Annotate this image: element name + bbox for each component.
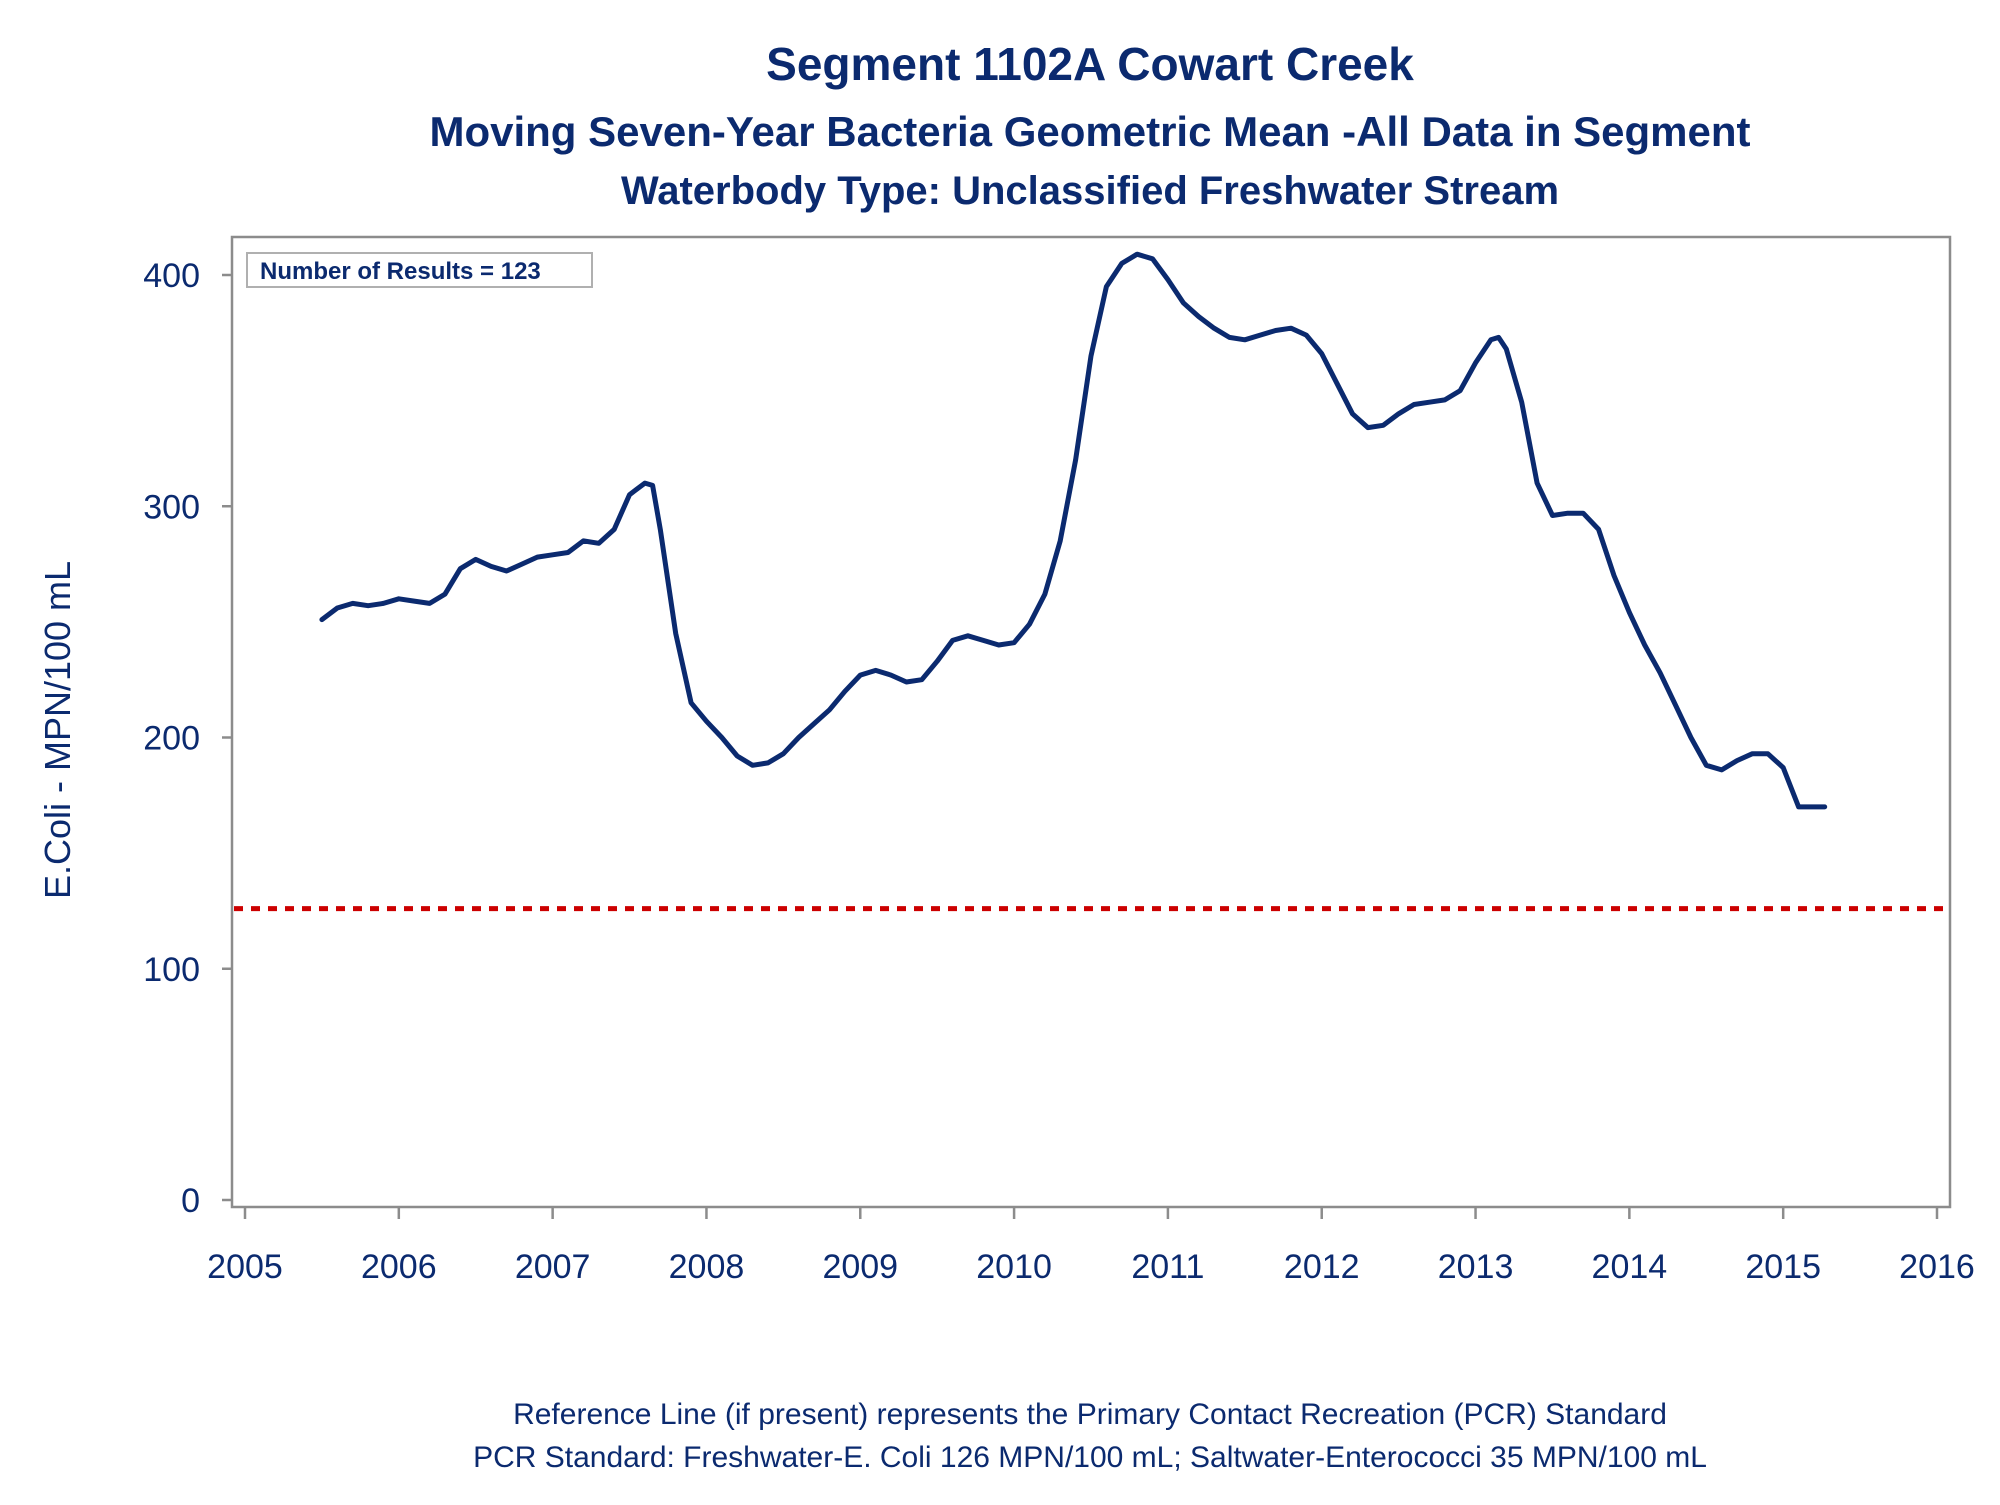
y-axis: 0 100 200 300 400 [143, 257, 232, 1220]
plot-frame [230, 235, 1952, 1209]
y-tick-label: 0 [181, 1182, 200, 1220]
plot-layer [234, 251, 1948, 912]
chart-title: Segment 1102A Cowart Creek [766, 38, 1414, 90]
x-tick-label: 2014 [1592, 1248, 1668, 1286]
footnote-1: Reference Line (if present) represents t… [513, 1398, 1667, 1431]
x-tick-label: 2013 [1438, 1248, 1514, 1286]
chart-subtitle: Moving Seven-Year Bacteria Geometric Mea… [429, 108, 1750, 155]
x-tick-label: 2012 [1284, 1248, 1360, 1286]
y-tick-label: 100 [143, 951, 200, 989]
y-tick-label: 200 [143, 720, 200, 758]
series-line [319, 251, 1828, 810]
x-tick-label: 2008 [669, 1248, 745, 1286]
annotation-text: Number of Results = 123 [260, 258, 541, 285]
x-tick-label: 2016 [1899, 1248, 1975, 1286]
x-tick-label: 2007 [515, 1248, 591, 1286]
y-axis-label: E.Coli - MPN/100 mL [37, 561, 78, 899]
annotation-box: Number of Results = 123 [246, 252, 593, 288]
annotation-border [246, 252, 593, 288]
x-tick-label: 2005 [207, 1248, 283, 1286]
x-tick-label: 2009 [822, 1248, 898, 1286]
y-tick-label: 300 [143, 488, 200, 526]
x-tick-label: 2006 [361, 1248, 437, 1286]
x-tick-label: 2011 [1131, 1248, 1204, 1286]
y-tick-label: 400 [143, 257, 200, 295]
x-tick-label: 2015 [1745, 1248, 1821, 1286]
x-tick-label: 2010 [976, 1248, 1052, 1286]
chart-subtitle-2: Waterbody Type: Unclassified Freshwater … [621, 169, 1559, 213]
footnote-2: PCR Standard: Freshwater-E. Coli 126 MPN… [473, 1441, 1707, 1474]
x-axis: 2005 2006 2007 2008 2009 2010 2011 2012 2013 2014… [207, 1207, 1975, 1286]
